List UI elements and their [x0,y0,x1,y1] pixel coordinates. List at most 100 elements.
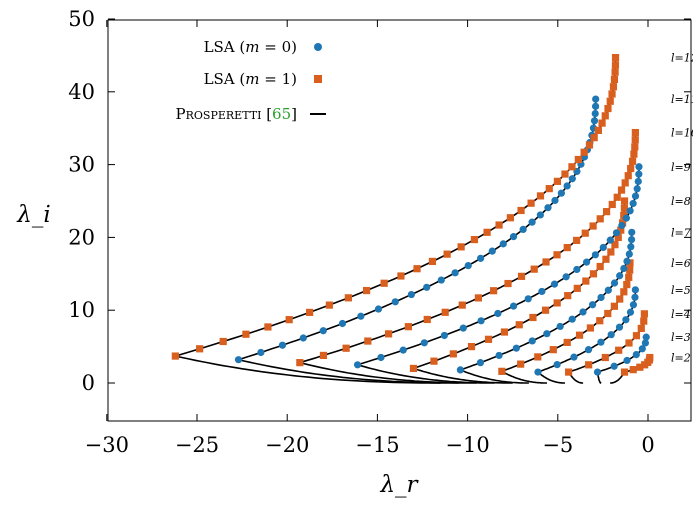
lsa-m1-point [483,228,491,236]
lsa-m1-point [646,353,654,362]
lsa-m1-point [606,97,614,105]
mode-label: l=6 [671,257,691,270]
lsa-m1-point [610,75,619,84]
lsa-m1-point [364,337,372,345]
lsa-m0-point [562,273,570,281]
lsa-m0-point [631,293,639,301]
lsa-m1-point [196,345,204,353]
lsa-m1-point [594,126,602,134]
lsa-m1-point [563,338,571,347]
lsa-m0-point [374,305,383,313]
lsa-m1-point [631,143,639,151]
lsa-m0-point [579,308,587,316]
lsa-m0-point [399,346,407,354]
mode-label: l=3 [671,331,691,344]
lsa-m1-point [627,164,635,173]
lsa-m0-point [615,323,624,331]
lsa-m0-point [407,290,415,299]
lsa-m1-point [589,222,597,230]
lsa-m1-point [490,287,498,295]
lsa-m1-point [620,204,628,212]
lsa-m0-point [512,344,520,352]
lsa-m1-point [608,200,616,209]
lsa-m1-point [581,229,589,237]
lsa-m0-point [627,243,635,251]
lsa-m0-point [642,333,650,341]
lsa-m1-point [611,241,619,249]
lsa-m0-point [610,279,619,287]
lsa-m0-point [488,247,496,255]
lsa-m0-point [423,283,431,291]
lsa-m1-point [549,346,557,354]
lsa-m0-point [622,316,630,324]
lsa-m0-point [551,196,559,205]
lsa-m1-point [625,273,633,281]
theory-curve [296,132,637,384]
lsa-m0-point [632,351,640,359]
lsa-m0-point [440,331,448,340]
lsa-m1-point [506,214,514,222]
lsa-m1-point [623,280,631,289]
lsa-m0-point [338,319,347,328]
lsa-m0-point [477,317,485,325]
lsa-m1-point [620,368,629,376]
lsa-m1-point [443,250,451,258]
lsa-m0-point [495,351,503,360]
lsa-m1-point [500,328,509,336]
lsa-m0-point [377,353,385,362]
lsa-m0-point [544,204,552,212]
lsa-m1-point [498,367,506,375]
x-tick-label: −15 [355,433,399,457]
lsa-m0-point [625,250,633,258]
lsa-m0-point [629,199,637,208]
lsa-m0-point [557,189,565,197]
lsa-m0-point [568,175,576,183]
lsa-m0-point [618,221,626,230]
lsa-m0-point [278,341,287,349]
lsa-m1-point [553,299,561,307]
lsa-m1-point [517,206,525,215]
lsa-m0-point [437,276,445,284]
lsa-m1-point [380,279,388,287]
lsa-m0-point [638,345,646,353]
lsa-m1-point [640,317,648,325]
mode-label: l=5 [671,284,691,297]
lsa-m1-point [467,343,476,351]
x-tick-label: 0 [641,433,654,457]
lsa-m1-point [541,306,550,314]
lsa-m1-point [542,258,550,266]
lsa-m1-point [632,332,641,340]
lsa-m1-point [630,150,638,158]
lsa-m1-point [527,199,535,207]
lsa-m1-point [598,119,606,127]
lsa-m0-point [629,301,638,309]
y-axis-label: λ_i [16,202,50,228]
lsa-m0-point [631,192,640,200]
lsa-m1-point [495,221,503,229]
lsa-m1-point [264,323,272,331]
lsa-m1-point [585,141,594,149]
lsa-m1-point [517,360,525,368]
lsa-m0-point [620,264,628,273]
lsa-m1-point [536,192,545,200]
lsa-m0-point [592,95,600,103]
lsa-m0-point [524,295,532,303]
legend: LSA (m = 0) LSA (m = 1) Prosperetti [65] [176,38,326,123]
lsa-m0-point [623,257,631,265]
lsa-m0-point [499,240,507,248]
lsa-m1-point [613,193,621,201]
lsa-m1-point [568,163,576,171]
lsa-m1-point [586,324,595,332]
lsa-m0-point [591,102,600,110]
lsa-m0-point [607,331,615,339]
lsa-m1-point [589,270,598,278]
x-tick-label: −25 [175,433,219,457]
lsa-m1-point [582,277,590,285]
lsa-m1-point [285,316,293,324]
mode-label: l=10 [671,127,693,140]
lsa-m1-point [306,308,314,316]
lsa-m1-point [615,346,623,354]
lsa-m0-point [628,228,636,236]
lsa-m0-point [456,366,464,374]
